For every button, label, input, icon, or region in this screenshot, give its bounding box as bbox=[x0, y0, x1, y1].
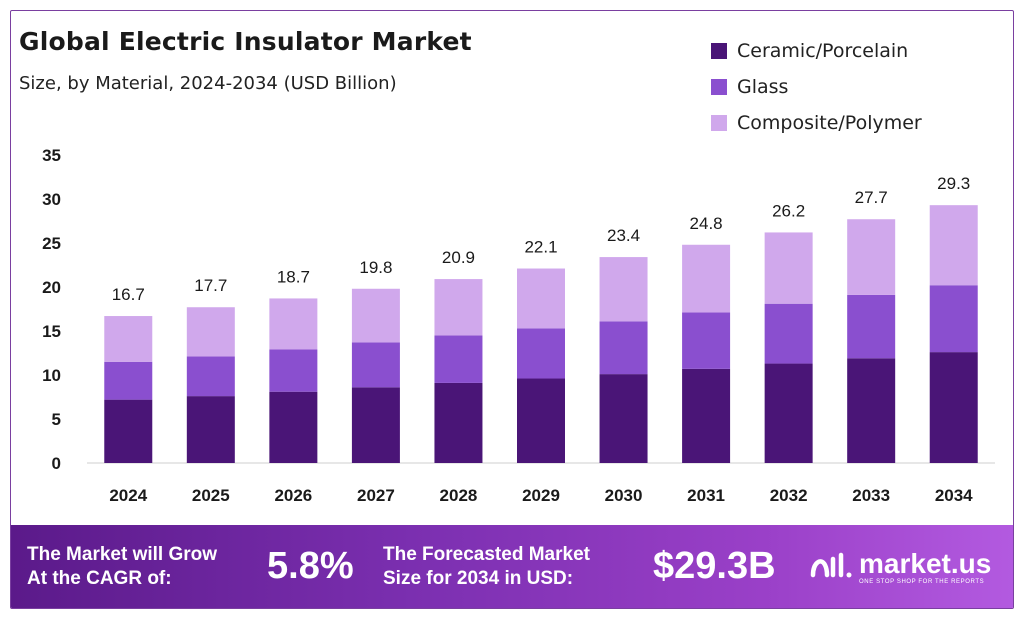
bar-total-label: 24.8 bbox=[690, 214, 723, 233]
cagr-label-line2: At the CAGR of: bbox=[27, 568, 172, 589]
bar-total-label: 17.7 bbox=[194, 276, 227, 295]
y-tick-label: 15 bbox=[42, 322, 61, 341]
y-tick-label: 25 bbox=[42, 234, 61, 253]
bar-segment-ceramic-porcelain bbox=[434, 382, 483, 463]
bar-segment-ceramic-porcelain bbox=[517, 378, 565, 463]
bar-segment-ceramic-porcelain bbox=[847, 358, 896, 463]
legend-item-glass: Glass bbox=[711, 69, 922, 105]
y-tick-label: 10 bbox=[42, 366, 61, 385]
bar-segment-ceramic-porcelain bbox=[599, 374, 648, 463]
bar-total-label: 29.3 bbox=[937, 174, 970, 193]
bar-total-label: 22.1 bbox=[524, 238, 557, 257]
bar-segment-glass bbox=[517, 328, 565, 379]
x-tick-label: 2031 bbox=[687, 486, 725, 505]
bar-segment-glass bbox=[929, 285, 978, 353]
bar-segment-ceramic-porcelain bbox=[682, 368, 731, 463]
forecast-value: $29.3B bbox=[653, 545, 776, 587]
cagr-label-line1: The Market will Grow bbox=[27, 544, 218, 565]
x-tick-label: 2029 bbox=[522, 486, 560, 505]
legend-label-glass: Glass bbox=[737, 76, 789, 98]
x-tick-label: 2024 bbox=[109, 486, 147, 505]
y-tick-label: 30 bbox=[42, 190, 61, 209]
brand-tagline: ONE STOP SHOP FOR THE REPORTS bbox=[859, 578, 985, 585]
bar-segment-ceramic-porcelain bbox=[269, 391, 318, 463]
bar-segment-ceramic-porcelain bbox=[351, 387, 400, 463]
bar-segment-ceramic-porcelain bbox=[104, 399, 153, 463]
bar-total-label: 23.4 bbox=[607, 226, 640, 245]
bar-total-label: 19.8 bbox=[359, 258, 392, 277]
forecast-label: The Forecasted Market Size for 2034 in U… bbox=[383, 543, 590, 591]
x-tick-label: 2028 bbox=[440, 486, 478, 505]
x-tick-label: 2026 bbox=[274, 486, 312, 505]
bar-segment-composite-polymer bbox=[764, 232, 813, 304]
legend-label-composite: Composite/Polymer bbox=[737, 112, 922, 134]
legend-swatch-composite bbox=[711, 115, 727, 131]
brand-text: market.us ONE STOP SHOP FOR THE REPORTS bbox=[859, 547, 992, 585]
bar-segment-glass bbox=[764, 303, 813, 364]
y-tick-label: 0 bbox=[52, 454, 61, 473]
x-tick-label: 2032 bbox=[770, 486, 808, 505]
chart-title: Global Electric Insulator Market bbox=[19, 27, 472, 56]
bar-segment-composite-polymer bbox=[434, 279, 483, 336]
y-tick-label: 5 bbox=[52, 410, 61, 429]
bar-segment-ceramic-porcelain bbox=[186, 396, 235, 463]
brand-name: market.us bbox=[859, 547, 992, 579]
x-tick-label: 2025 bbox=[192, 486, 230, 505]
bar-total-label: 16.7 bbox=[112, 285, 145, 304]
bar-segment-glass bbox=[847, 294, 896, 359]
legend-label-ceramic: Ceramic/Porcelain bbox=[737, 40, 909, 62]
summary-banner: The Market will Grow At the CAGR of: 5.8… bbox=[11, 525, 1013, 608]
y-tick-label: 20 bbox=[42, 278, 61, 297]
bar-segment-composite-polymer bbox=[186, 307, 235, 357]
bar-segment-glass bbox=[269, 349, 318, 392]
y-tick-label: 35 bbox=[42, 146, 61, 165]
bar-segment-composite-polymer bbox=[517, 268, 565, 329]
bar-segment-ceramic-porcelain bbox=[764, 363, 813, 463]
bar-segment-composite-polymer bbox=[104, 316, 153, 362]
x-tick-label: 2027 bbox=[357, 486, 395, 505]
bar-segment-composite-polymer bbox=[847, 219, 896, 295]
stacked-bar-chart: 0510152025303516.7202417.7202518.7202619… bbox=[42, 146, 995, 505]
bar-total-label: 26.2 bbox=[772, 201, 805, 220]
forecast-label-line2: Size for 2034 in USD: bbox=[383, 568, 574, 589]
bar-segment-composite-polymer bbox=[269, 298, 318, 350]
bar-segment-ceramic-porcelain bbox=[929, 352, 978, 463]
bar-segment-glass bbox=[104, 361, 153, 400]
bar-total-label: 18.7 bbox=[277, 267, 310, 286]
cagr-value: 5.8% bbox=[267, 545, 354, 587]
x-tick-label: 2034 bbox=[935, 486, 973, 505]
brand-logo: market.us ONE STOP SHOP FOR THE REPORTS bbox=[809, 549, 991, 585]
chart-subtitle: Size, by Material, 2024-2034 (USD Billio… bbox=[19, 73, 397, 94]
bar-segment-glass bbox=[351, 342, 400, 388]
bar-segment-composite-polymer bbox=[682, 244, 731, 313]
x-tick-label: 2033 bbox=[852, 486, 890, 505]
legend-item-composite: Composite/Polymer bbox=[711, 105, 922, 141]
forecast-label-line1: The Forecasted Market bbox=[383, 544, 590, 565]
bar-total-label: 27.7 bbox=[855, 188, 888, 207]
bar-segment-glass bbox=[599, 321, 648, 375]
bar-segment-glass bbox=[682, 312, 731, 369]
bar-segment-glass bbox=[434, 335, 483, 383]
cagr-label: The Market will Grow At the CAGR of: bbox=[27, 543, 217, 591]
legend-swatch-ceramic bbox=[711, 43, 727, 59]
bar-total-label: 20.9 bbox=[442, 248, 475, 267]
bar-segment-glass bbox=[186, 356, 235, 397]
bar-segment-composite-polymer bbox=[351, 288, 400, 343]
chart-legend: Ceramic/Porcelain Glass Composite/Polyme… bbox=[711, 33, 922, 141]
bar-segment-composite-polymer bbox=[599, 257, 648, 322]
legend-swatch-glass bbox=[711, 79, 727, 95]
bar-segment-composite-polymer bbox=[929, 205, 978, 286]
chart-card: Global Electric Insulator Market Size, b… bbox=[10, 10, 1014, 609]
x-tick-label: 2030 bbox=[605, 486, 643, 505]
market-us-logo-icon bbox=[810, 552, 852, 578]
legend-item-ceramic: Ceramic/Porcelain bbox=[711, 33, 922, 69]
